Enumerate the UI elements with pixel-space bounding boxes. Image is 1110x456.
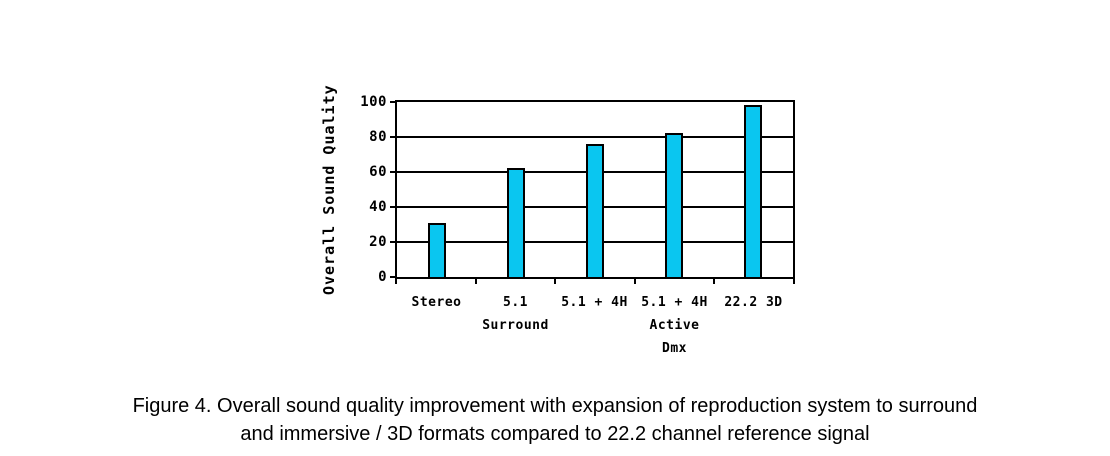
y-axis-tick	[390, 171, 397, 173]
x-axis-label-line: 5.1 + 4H	[561, 295, 628, 310]
y-axis-tick	[390, 276, 397, 278]
gridline-80	[397, 136, 793, 138]
figure-caption: Figure 4. Overall sound quality improvem…	[0, 392, 1110, 448]
x-axis-label-22-2-3d: 22.2 3D	[694, 291, 813, 314]
x-axis-label-5-1-surround: 5.1 Surround	[456, 291, 575, 337]
x-axis-tick	[554, 279, 556, 284]
bar-5-1-surround	[507, 168, 525, 277]
y-tick-label-0: 0	[378, 269, 387, 285]
x-axis-label-line: 22.2 3D	[724, 295, 783, 310]
y-tick-label-100: 100	[360, 94, 387, 110]
y-axis-tick	[390, 101, 397, 103]
x-axis-label-5-1-4h: 5.1 + 4H	[535, 291, 654, 314]
bar-stereo	[428, 223, 446, 277]
bar-22-2-3d	[744, 105, 762, 277]
figure-caption-line-1: Figure 4. Overall sound quality improvem…	[132, 395, 978, 417]
bar-5-1-4h	[586, 144, 604, 277]
y-axis-title: Overall Sound Quality	[320, 84, 338, 295]
x-axis-tick	[713, 279, 715, 284]
x-axis-tick	[395, 279, 397, 284]
x-axis-label-line: Active	[649, 318, 700, 333]
y-axis-tick	[390, 241, 397, 243]
y-tick-label-60: 60	[369, 164, 387, 180]
x-axis-label-line: Surround	[482, 318, 549, 333]
y-tick-label-40: 40	[369, 199, 387, 215]
plot-area	[395, 100, 795, 279]
y-tick-label-20: 20	[369, 234, 387, 250]
y-tick-label-80: 80	[369, 129, 387, 145]
x-axis-tick	[475, 279, 477, 284]
y-axis-tick	[390, 206, 397, 208]
x-axis-label-line: Dmx	[662, 341, 687, 356]
y-axis-tick	[390, 136, 397, 138]
x-axis-label-line: Stereo	[411, 295, 462, 310]
x-axis-label-line: 5.1 + 4H	[641, 295, 708, 310]
figure-caption-line-2: and immersive / 3D formats compared to 2…	[240, 423, 870, 445]
bar-5-1-4h-active-dmx	[665, 133, 683, 277]
x-axis-tick	[634, 279, 636, 284]
x-axis-label-5-1-4h-active-dmx: 5.1 + 4H Active Dmx	[615, 291, 734, 360]
bar-chart: Overall Sound Quality 0 20 40 60 80 100 Stereo…	[320, 84, 813, 360]
x-axis-label-stereo: Stereo	[377, 291, 496, 314]
x-axis-tick	[793, 279, 795, 284]
x-axis-label-line: 5.1	[503, 295, 528, 310]
